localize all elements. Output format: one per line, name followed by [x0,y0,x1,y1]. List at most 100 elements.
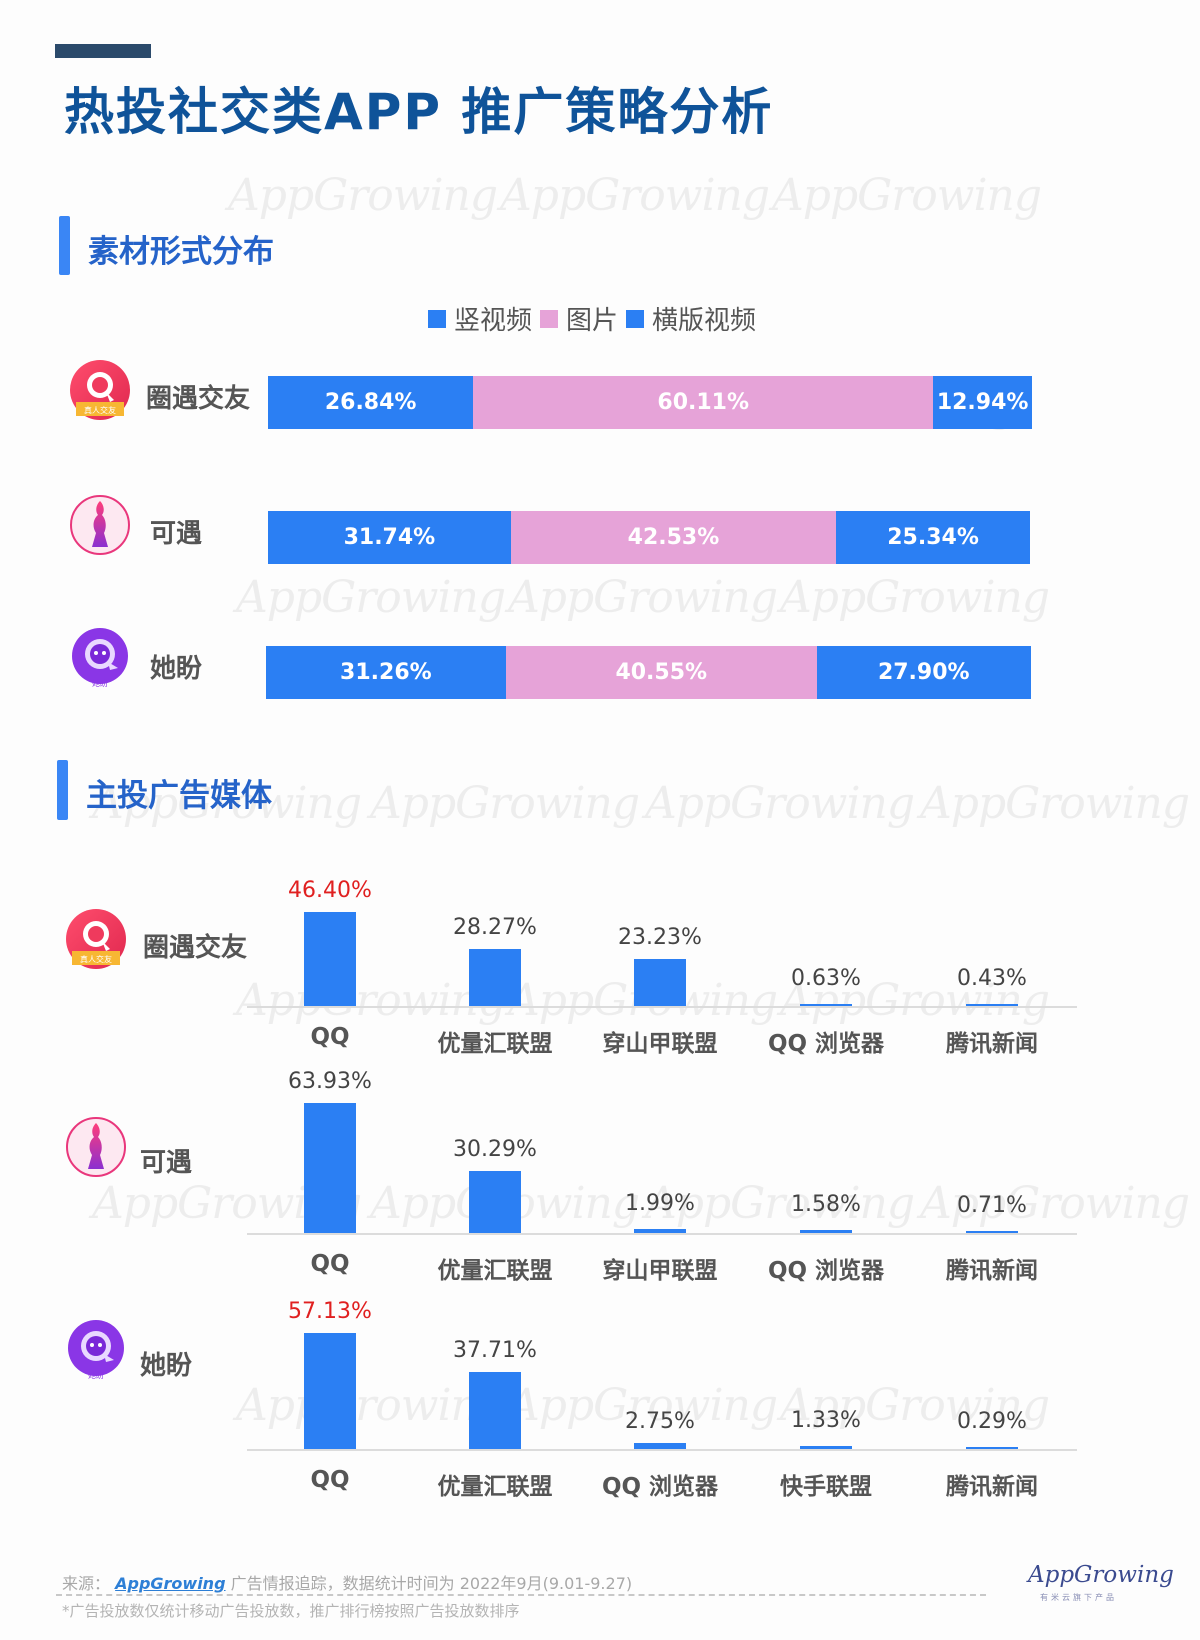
app-name: 可遇 [150,519,203,549]
section-title-material: 素材形式分布 [88,234,274,270]
segment-label: 12.94% [936,390,1029,415]
column-bar [304,1103,356,1233]
category-label: 穿山甲联盟 [602,1258,718,1284]
watermark-text: AppGrowing [780,1380,1050,1431]
legend-item: 竖视频 [428,300,532,337]
value-label: 1.33% [791,1408,861,1433]
section-accent-bar [59,216,70,275]
source-note: 来源： AppGrowing 广告情报追踪，数据统计时间为 2022年9月(9.… [62,1570,632,1594]
legend-label: 横版视频 [652,306,757,336]
bar-segment: 26.84% [268,376,474,429]
column-bar [304,1333,356,1449]
value-label: 30.29% [453,1137,537,1162]
column-bar [800,1230,852,1233]
footnote: *广告投放数仅统计移动广告投放数，推广排行榜按照广告投放数排序 [62,1602,520,1620]
stacked-bar: 31.26% 40.55% 27.90% [266,646,1033,699]
brand-logo: AppGrowing [1028,1562,1174,1588]
svg-text:她盼: 她盼 [92,678,108,688]
watermark-text: AppGrowing [780,975,1050,1026]
svg-text:她盼: 她盼 [88,1370,104,1380]
watermark-text: AppGrowing [780,572,1050,623]
column-bar [469,1171,521,1233]
chart-legend: 竖视频 图片 横版视频 [428,300,764,337]
category-label: QQ 浏览器 [767,1031,885,1057]
segment-label: 42.53% [627,525,720,550]
title-accent-bar [55,44,151,58]
category-label: 穿山甲联盟 [602,1031,718,1057]
app-icon: 真人交友 [66,909,126,969]
column-bar [966,1447,1018,1449]
legend-swatch [540,309,559,328]
segment-label: 31.74% [343,525,436,550]
value-label: 23.23% [618,925,702,950]
category-label: QQ [310,1024,350,1050]
category-label: 优量汇联盟 [437,1474,553,1500]
stacked-bar: 26.84% 60.11% 12.94% [268,376,1033,429]
segment-label: 40.55% [615,660,708,685]
app-icon [70,495,130,555]
page-title: 热投社交类APP 推广策略分析 [64,83,774,141]
value-label: 37.71% [453,1338,537,1363]
bar-segment: 40.55% [505,646,817,699]
value-label: 57.13% [288,1299,372,1324]
column-bar [634,959,686,1006]
segment-label: 27.90% [877,660,970,685]
watermark-text: AppGrowing [920,778,1190,829]
stacked-bar: 31.74% 42.53% 25.34% [268,511,1033,564]
value-label: 63.93% [288,1069,372,1094]
watermark-text: AppGrowing [236,572,506,623]
watermark-text: AppGrowing [236,975,506,1026]
legend-item: 横版视频 [626,300,756,337]
value-label: 1.58% [791,1192,861,1217]
value-label: 0.63% [791,966,861,991]
app-name: 她盼 [150,654,203,684]
value-label: 0.71% [957,1193,1027,1218]
section-accent-bar [57,760,68,820]
category-label: QQ [310,1251,350,1277]
bar-segment: 25.34% [836,511,1030,564]
category-label: QQ 浏览器 [767,1258,885,1284]
bar-segment: 42.53% [510,511,837,564]
app-icon: 她盼 [66,1320,126,1380]
column-bar [469,1372,521,1449]
watermark-text: AppGrowing [500,170,770,221]
category-label: 腾讯新闻 [946,1258,1038,1284]
category-label: 优量汇联盟 [437,1258,553,1284]
app-icon: 真人交友 [70,360,130,420]
bar-segment: 31.74% [268,511,511,564]
bar-segment: 60.11% [473,376,934,429]
brand-logo-subtitle: 有米云旗下产品 [1040,1593,1117,1602]
svg-text:真人交友: 真人交友 [84,405,116,415]
watermark-text: AppGrowing [236,1380,506,1431]
legend-label: 竖视频 [454,306,533,336]
app-icon [66,1117,126,1177]
bar-segment: 31.26% [266,646,506,699]
value-label: 1.99% [625,1191,695,1216]
category-label: 快手联盟 [780,1474,872,1500]
source-suffix: 广告情报追踪，数据统计时间为 2022年9月(9.01-9.27) [230,1574,633,1593]
source-brand-link[interactable]: AppGrowing [115,1574,226,1593]
segment-label: 25.34% [887,525,979,550]
value-label: 2.75% [625,1409,695,1434]
category-label: 优量汇联盟 [437,1031,553,1057]
value-label: 46.40% [288,878,372,903]
watermark-text: AppGrowing [508,572,778,623]
app-name: 可遇 [140,1148,193,1178]
category-label: 腾讯新闻 [946,1031,1038,1057]
value-label: 0.43% [957,966,1027,991]
svg-text:真人交友: 真人交友 [80,954,112,964]
watermark-text: AppGrowing [370,778,640,829]
watermark-text: AppGrowing [92,778,362,829]
watermark-text: AppGrowing [772,170,1042,221]
watermark-text: AppGrowing [645,1178,915,1229]
app-name: 她盼 [140,1351,193,1381]
x-axis-line [247,1449,1077,1451]
app-icon: 她盼 [70,628,130,688]
legend-swatch [428,309,446,328]
app-name: 圈遇交友 [143,933,248,963]
segment-label: 60.11% [657,390,750,415]
x-axis-line [247,1006,1077,1008]
category-label: QQ 浏览器 [601,1474,719,1500]
legend-label: 图片 [566,306,619,336]
column-bar [634,1443,686,1449]
